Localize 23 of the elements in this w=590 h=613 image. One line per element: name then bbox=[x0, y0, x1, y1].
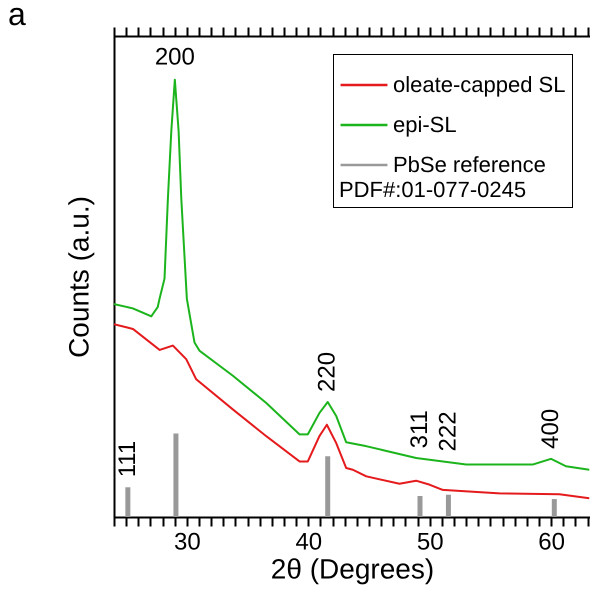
legend-label: oleate-capped SL bbox=[393, 72, 566, 97]
annotation: 311 bbox=[406, 410, 433, 448]
x-tick-label: 50 bbox=[416, 528, 444, 556]
bar bbox=[125, 487, 130, 517]
annotation: 200 bbox=[154, 44, 195, 71]
legend-label: epi-SL bbox=[393, 112, 457, 137]
bar bbox=[325, 456, 330, 517]
legend-title: PDF#:01-077-0245 bbox=[339, 177, 526, 202]
x-tick-label: 40 bbox=[295, 528, 322, 556]
x-tick-label: 30 bbox=[174, 528, 201, 556]
text: a bbox=[8, 0, 26, 32]
bar bbox=[552, 499, 557, 517]
x-axis-title: 2θ (Degrees) bbox=[270, 554, 434, 584]
annotation: 111 bbox=[114, 440, 141, 478]
annotation: 220 bbox=[314, 352, 341, 392]
bar bbox=[173, 433, 178, 517]
bar bbox=[446, 494, 451, 517]
annotation: 222 bbox=[434, 411, 462, 452]
annotation: 400 bbox=[537, 408, 564, 449]
x-tick-label: 60 bbox=[538, 528, 565, 556]
legend-label: PbSe reference bbox=[393, 152, 546, 177]
bar bbox=[418, 496, 422, 517]
y-axis-title: Counts (a.u.) bbox=[64, 196, 94, 358]
